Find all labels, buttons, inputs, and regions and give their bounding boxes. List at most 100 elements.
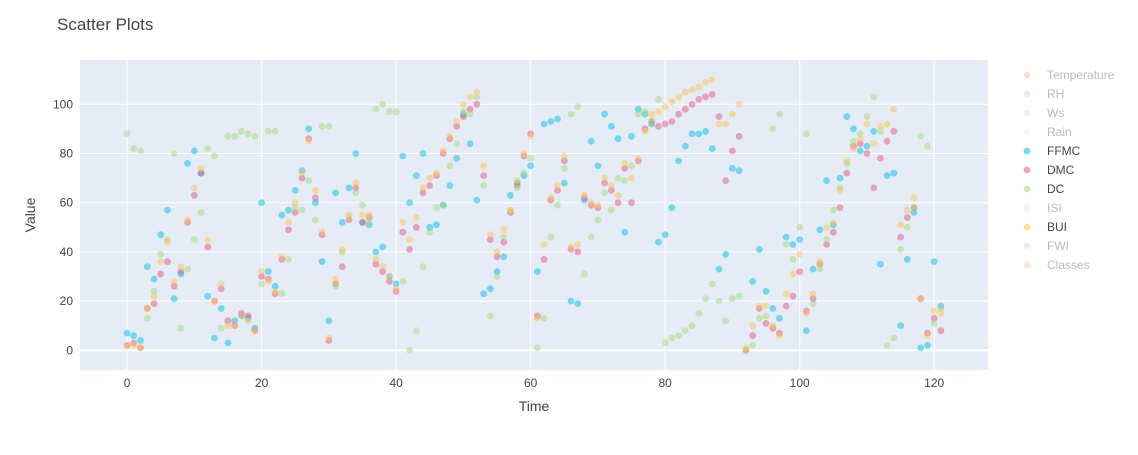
data-point[interactable]	[897, 246, 904, 253]
data-point[interactable]	[453, 118, 461, 125]
data-point[interactable]	[789, 241, 797, 248]
data-point[interactable]	[809, 300, 817, 307]
data-point[interactable]	[735, 132, 743, 140]
data-point[interactable]	[735, 292, 743, 300]
data-point[interactable]	[769, 322, 777, 330]
data-point[interactable]	[379, 100, 387, 108]
data-point[interactable]	[325, 334, 333, 342]
data-point[interactable]	[708, 280, 716, 288]
data-point[interactable]	[910, 204, 918, 212]
data-point[interactable]	[850, 137, 857, 145]
data-point[interactable]	[621, 159, 629, 167]
data-point[interactable]	[419, 184, 427, 192]
data-point[interactable]	[177, 268, 185, 275]
data-point[interactable]	[803, 130, 810, 138]
data-point[interactable]	[655, 96, 662, 103]
data-point[interactable]	[695, 96, 703, 103]
data-point[interactable]	[486, 236, 494, 244]
data-point[interactable]	[856, 147, 864, 155]
data-point[interactable]	[937, 327, 945, 334]
data-point[interactable]	[560, 157, 568, 165]
data-point[interactable]	[217, 324, 225, 332]
data-point[interactable]	[601, 189, 608, 197]
data-point[interactable]	[170, 295, 178, 303]
data-point[interactable]	[668, 334, 676, 342]
data-point[interactable]	[634, 110, 642, 118]
data-point[interactable]	[547, 194, 555, 202]
data-point[interactable]	[500, 253, 508, 261]
data-point[interactable]	[560, 179, 568, 187]
data-point[interactable]	[796, 223, 804, 231]
legend-item-rh[interactable]: RH	[1023, 87, 1065, 101]
data-point[interactable]	[143, 305, 151, 312]
data-point[interactable]	[655, 238, 662, 246]
data-point[interactable]	[379, 268, 387, 275]
data-point[interactable]	[231, 322, 239, 330]
data-point[interactable]	[264, 278, 272, 285]
data-point[interactable]	[164, 206, 171, 214]
data-point[interactable]	[762, 319, 770, 327]
data-point[interactable]	[426, 174, 434, 182]
data-point[interactable]	[782, 302, 790, 310]
data-point[interactable]	[735, 100, 743, 108]
data-point[interactable]	[285, 226, 292, 234]
data-point[interactable]	[708, 91, 716, 98]
data-point[interactable]	[594, 162, 602, 170]
data-point[interactable]	[634, 105, 642, 113]
data-point[interactable]	[513, 184, 521, 192]
data-point[interactable]	[534, 314, 541, 322]
data-point[interactable]	[137, 344, 144, 352]
data-point[interactable]	[453, 155, 461, 162]
plot-area[interactable]	[80, 60, 988, 370]
data-point[interactable]	[587, 137, 595, 145]
data-point[interactable]	[359, 201, 366, 209]
data-point[interactable]	[722, 317, 730, 325]
data-point[interactable]	[298, 169, 306, 177]
data-point[interactable]	[755, 314, 763, 322]
data-point[interactable]	[197, 164, 205, 172]
data-point[interactable]	[917, 295, 925, 303]
data-point[interactable]	[661, 103, 669, 111]
legend-item-classes[interactable]: Classes	[1023, 258, 1090, 272]
data-point[interactable]	[507, 206, 514, 214]
data-point[interactable]	[190, 191, 198, 199]
data-point[interactable]	[291, 204, 299, 212]
data-point[interactable]	[675, 157, 682, 165]
data-point[interactable]	[473, 88, 481, 96]
data-point[interactable]	[224, 339, 232, 347]
data-point[interactable]	[372, 260, 380, 268]
data-point[interactable]	[433, 204, 440, 212]
data-point[interactable]	[863, 120, 871, 128]
data-point[interactable]	[850, 145, 857, 153]
data-point[interactable]	[554, 201, 561, 209]
data-point[interactable]	[863, 142, 871, 150]
data-point[interactable]	[534, 344, 541, 352]
data-point[interactable]	[890, 127, 898, 135]
data-point[interactable]	[197, 169, 205, 177]
data-point[interactable]	[722, 120, 730, 128]
data-point[interactable]	[433, 221, 440, 229]
data-point[interactable]	[877, 155, 884, 162]
data-point[interactable]	[305, 177, 313, 185]
data-point[interactable]	[924, 332, 931, 339]
data-point[interactable]	[412, 214, 420, 221]
data-point[interactable]	[211, 152, 218, 160]
data-point[interactable]	[365, 219, 373, 226]
data-point[interactable]	[883, 342, 891, 349]
data-point[interactable]	[803, 327, 810, 334]
data-point[interactable]	[473, 196, 481, 204]
data-point[interactable]	[298, 206, 306, 214]
data-point[interactable]	[607, 182, 615, 189]
data-point[interactable]	[271, 127, 279, 135]
data-point[interactable]	[816, 258, 824, 266]
data-point[interactable]	[123, 342, 131, 349]
data-point[interactable]	[157, 270, 165, 278]
data-point[interactable]	[581, 191, 588, 199]
data-point[interactable]	[345, 214, 353, 221]
data-point[interactable]	[466, 110, 474, 118]
data-point[interactable]	[897, 221, 904, 229]
data-point[interactable]	[473, 93, 481, 101]
data-point[interactable]	[809, 265, 817, 273]
data-point[interactable]	[836, 187, 844, 194]
data-point[interactable]	[715, 265, 723, 273]
